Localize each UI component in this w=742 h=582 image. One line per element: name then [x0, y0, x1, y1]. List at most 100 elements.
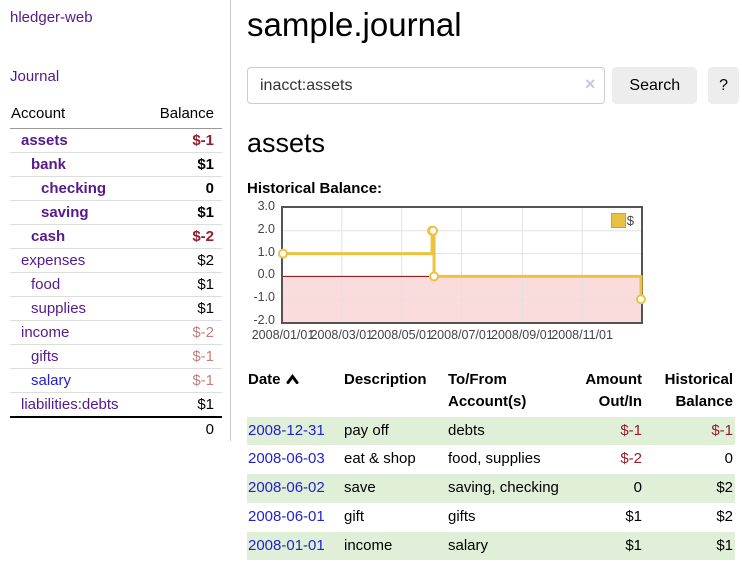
transaction-description: income [344, 536, 393, 554]
transaction-amount-cell: $1 [566, 503, 644, 532]
transaction-accounts: saving, checking [448, 479, 559, 496]
account-balance: $-1 [192, 132, 214, 149]
transaction-amount: $1 [625, 507, 642, 525]
transaction-balance-cell: $-1 [644, 417, 735, 446]
sidebar-item-cash[interactable]: cash [31, 228, 66, 245]
account-balance: 0 [205, 180, 214, 197]
transaction-row: 2008-01-01 income salary $1 $1 [247, 531, 735, 561]
sidebar-item-assets[interactable]: assets [21, 132, 68, 149]
account-balance: $1 [197, 276, 214, 293]
transaction-date-link[interactable]: 2008-01-01 [248, 536, 325, 554]
transaction-date-link[interactable]: 2008-06-03 [248, 450, 325, 468]
x-tick-label: 2008/01/01 [251, 328, 315, 342]
account-row: food $1 [10, 273, 222, 297]
transaction-date-link[interactable]: 2008-06-02 [248, 479, 325, 496]
account-row: assets $-1 [10, 129, 222, 153]
sidebar-item-supplies[interactable]: supplies [31, 300, 87, 317]
account-name-cell: food [10, 273, 144, 297]
transaction-description-cell: pay off [343, 417, 447, 446]
transaction-balance: $2 [716, 479, 733, 496]
help-button[interactable]: ? [708, 67, 739, 104]
account-balance: $1 [197, 156, 214, 173]
transaction-date-link-cell: 2008-01-01 [247, 532, 343, 561]
account-balance: $1 [197, 300, 214, 317]
amount-column-header: Amount Out/In [585, 371, 642, 410]
account-balance: $-1 [192, 348, 214, 365]
account-balance: $-1 [192, 372, 214, 389]
sidebar-item-income[interactable]: income [21, 324, 70, 341]
transaction-accounts: gifts [448, 507, 476, 525]
account-row: saving $1 [10, 201, 222, 225]
account-row: bank $1 [10, 153, 222, 177]
account-name-cell: supplies [10, 297, 144, 321]
app-brand-link[interactable]: hledger-web [10, 9, 93, 26]
chart-legend: $ [608, 212, 636, 229]
y-tick-label: 2.0 [257, 221, 275, 236]
transaction-balance-cell: $2 [644, 474, 735, 503]
sort-ascending-icon [286, 369, 299, 391]
transaction-accounts-cell: food, supplies [447, 445, 566, 474]
data-point [428, 225, 439, 236]
transaction-accounts-cell: debts [447, 417, 566, 446]
transaction-balance-cell: $2 [644, 503, 735, 532]
transaction-date-link-cell: 2008-06-02 [247, 474, 343, 503]
transaction-row: 2008-06-01 gift gifts $1 $2 [247, 503, 735, 532]
transaction-amount: $1 [625, 536, 642, 554]
transaction-balance: 0 [724, 450, 733, 468]
account-row: expenses $2 [10, 249, 222, 273]
sidebar-item-expenses[interactable]: expenses [21, 252, 86, 269]
account-name-cell: gifts [10, 345, 144, 369]
sidebar-item-gifts[interactable]: gifts [31, 348, 59, 365]
transactions-table: Date Description To/From Account(s) Amou… [247, 367, 735, 561]
transaction-amount: $-1 [620, 421, 642, 439]
y-tick-label: -2.0 [253, 313, 275, 327]
transaction-description: eat & shop [344, 450, 416, 468]
sidebar-item-journal[interactable]: Journal [10, 68, 60, 85]
clear-search-icon[interactable]: × [584, 74, 596, 94]
sidebar-item-liabilities-debts[interactable]: liabilities:debts [21, 396, 119, 413]
account-row: gifts $-1 [10, 345, 222, 369]
account-row: supplies $1 [10, 297, 222, 321]
transaction-date-link[interactable]: 2008-06-01 [248, 507, 325, 525]
transaction-accounts: debts [448, 421, 485, 439]
transaction-row: 2008-12-31 pay off debts $-1 $-1 [247, 416, 735, 446]
transaction-balance: $1 [716, 536, 733, 554]
account-total-row: 0 [10, 417, 222, 441]
transaction-amount-cell: $-2 [566, 445, 644, 474]
transaction-date-link-cell: 2008-06-01 [247, 503, 343, 532]
sidebar-item-food[interactable]: food [31, 276, 61, 293]
search-row: × Search ? [247, 67, 739, 104]
transaction-description: gift [344, 507, 365, 525]
account-balance: $-2 [192, 324, 214, 341]
search-input[interactable] [247, 67, 606, 104]
transaction-date-link[interactable]: 2008-12-31 [248, 421, 325, 439]
transaction-description-cell: gift [343, 503, 447, 532]
transaction-amount-cell: $1 [566, 532, 644, 561]
sidebar: hledger-web Journal Account Balance asse… [0, 0, 231, 441]
date-column-header[interactable]: Date [247, 367, 343, 417]
x-tick-label: 2008/03/01 [310, 328, 374, 342]
x-tick-label: 2008/09/01 [491, 328, 554, 342]
chart-svg [278, 208, 646, 322]
account-name-cell: salary [10, 369, 144, 393]
search-button[interactable]: Search [612, 67, 698, 104]
total-spacer [10, 417, 144, 441]
account-balance: $1 [197, 396, 214, 413]
transaction-date-link-cell: 2008-12-31 [247, 417, 343, 446]
account-column-header: Account [10, 101, 144, 129]
account-row: checking 0 [10, 177, 222, 201]
transaction-date-link-cell: 2008-06-03 [247, 445, 343, 474]
account-table-header-row: Account Balance [10, 101, 222, 129]
transaction-amount-cell: $-1 [566, 417, 644, 446]
main-content: sample.journal × Search ? assets Histori… [247, 0, 739, 561]
sidebar-item-checking[interactable]: checking [41, 180, 107, 197]
transaction-amount-cell: 0 [566, 474, 644, 503]
page-title: sample.journal [247, 6, 462, 43]
transaction-accounts-cell: saving, checking [447, 474, 566, 503]
sidebar-item-bank[interactable]: bank [31, 156, 67, 173]
transaction-amount: $-2 [620, 450, 642, 468]
sidebar-item-salary[interactable]: salary [31, 372, 72, 389]
date-header-label: Date [248, 371, 281, 388]
sidebar-item-saving[interactable]: saving [41, 204, 89, 221]
